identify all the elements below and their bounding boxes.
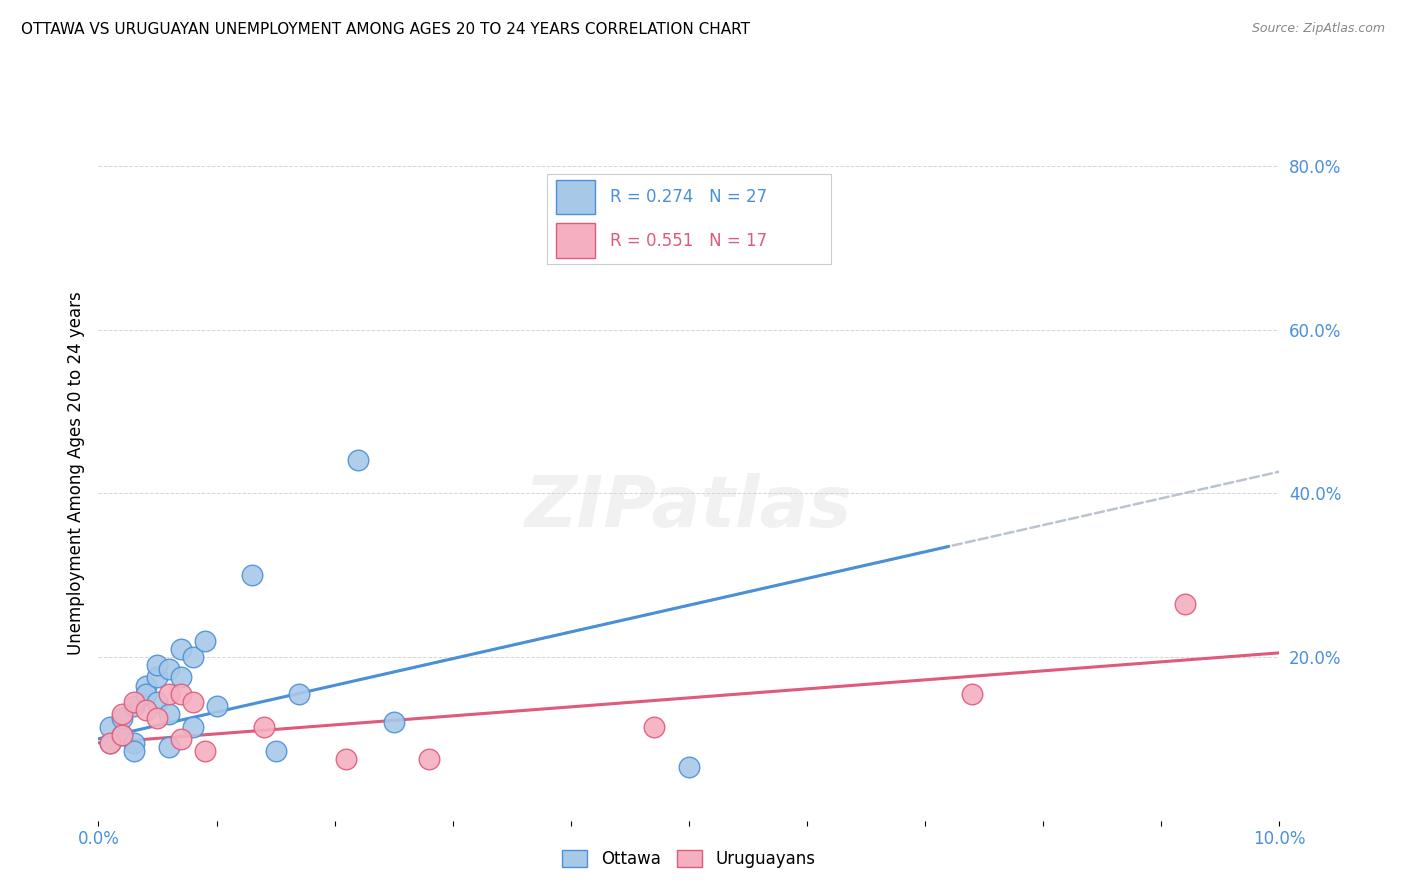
Point [170, 641, 193, 656]
Point [157, 687, 180, 701]
Point [146, 670, 169, 684]
Point [335, 752, 357, 766]
Y-axis label: Unemployment Among Ages 20 to 24 years: Unemployment Among Ages 20 to 24 years [66, 291, 84, 655]
Point [240, 568, 263, 582]
Bar [555, 223, 595, 258]
Point [98, 719, 121, 733]
Point [98, 736, 121, 750]
Point [170, 670, 193, 684]
Point [157, 739, 180, 754]
Point [146, 711, 169, 725]
Point [643, 719, 665, 733]
Point [146, 658, 169, 673]
Point [678, 760, 700, 774]
Point [98, 736, 121, 750]
Point [111, 707, 134, 722]
Text: R = 0.551   N = 17: R = 0.551 N = 17 [610, 232, 766, 250]
Point [122, 736, 145, 750]
Point [962, 687, 984, 701]
Point [146, 695, 169, 709]
Point [194, 633, 217, 648]
Point [157, 707, 180, 722]
Bar [555, 180, 595, 214]
Point [1174, 597, 1197, 611]
Text: OTTAWA VS URUGUAYAN UNEMPLOYMENT AMONG AGES 20 TO 24 YEARS CORRELATION CHART: OTTAWA VS URUGUAYAN UNEMPLOYMENT AMONG A… [21, 22, 749, 37]
Point [181, 649, 204, 664]
Point [205, 699, 228, 714]
Point [264, 744, 287, 758]
Point [347, 453, 370, 467]
Point [170, 687, 193, 701]
Point [170, 731, 193, 746]
Point [288, 687, 311, 701]
Point [135, 679, 157, 693]
Point [122, 744, 145, 758]
Point [122, 699, 145, 714]
Text: Source: ZipAtlas.com: Source: ZipAtlas.com [1251, 22, 1385, 36]
Point [418, 752, 440, 766]
Point [157, 662, 180, 676]
Legend: Ottawa, Uruguayans: Ottawa, Uruguayans [555, 844, 823, 875]
Text: R = 0.274   N = 27: R = 0.274 N = 27 [610, 188, 766, 206]
Point [111, 711, 134, 725]
Point [253, 719, 276, 733]
Point [181, 719, 204, 733]
Point [111, 728, 134, 742]
Text: ZIPatlas: ZIPatlas [526, 473, 852, 542]
Point [194, 744, 217, 758]
Point [122, 695, 145, 709]
Point [382, 715, 405, 730]
Point [135, 703, 157, 717]
Point [135, 687, 157, 701]
Point [181, 695, 204, 709]
Point [111, 728, 134, 742]
